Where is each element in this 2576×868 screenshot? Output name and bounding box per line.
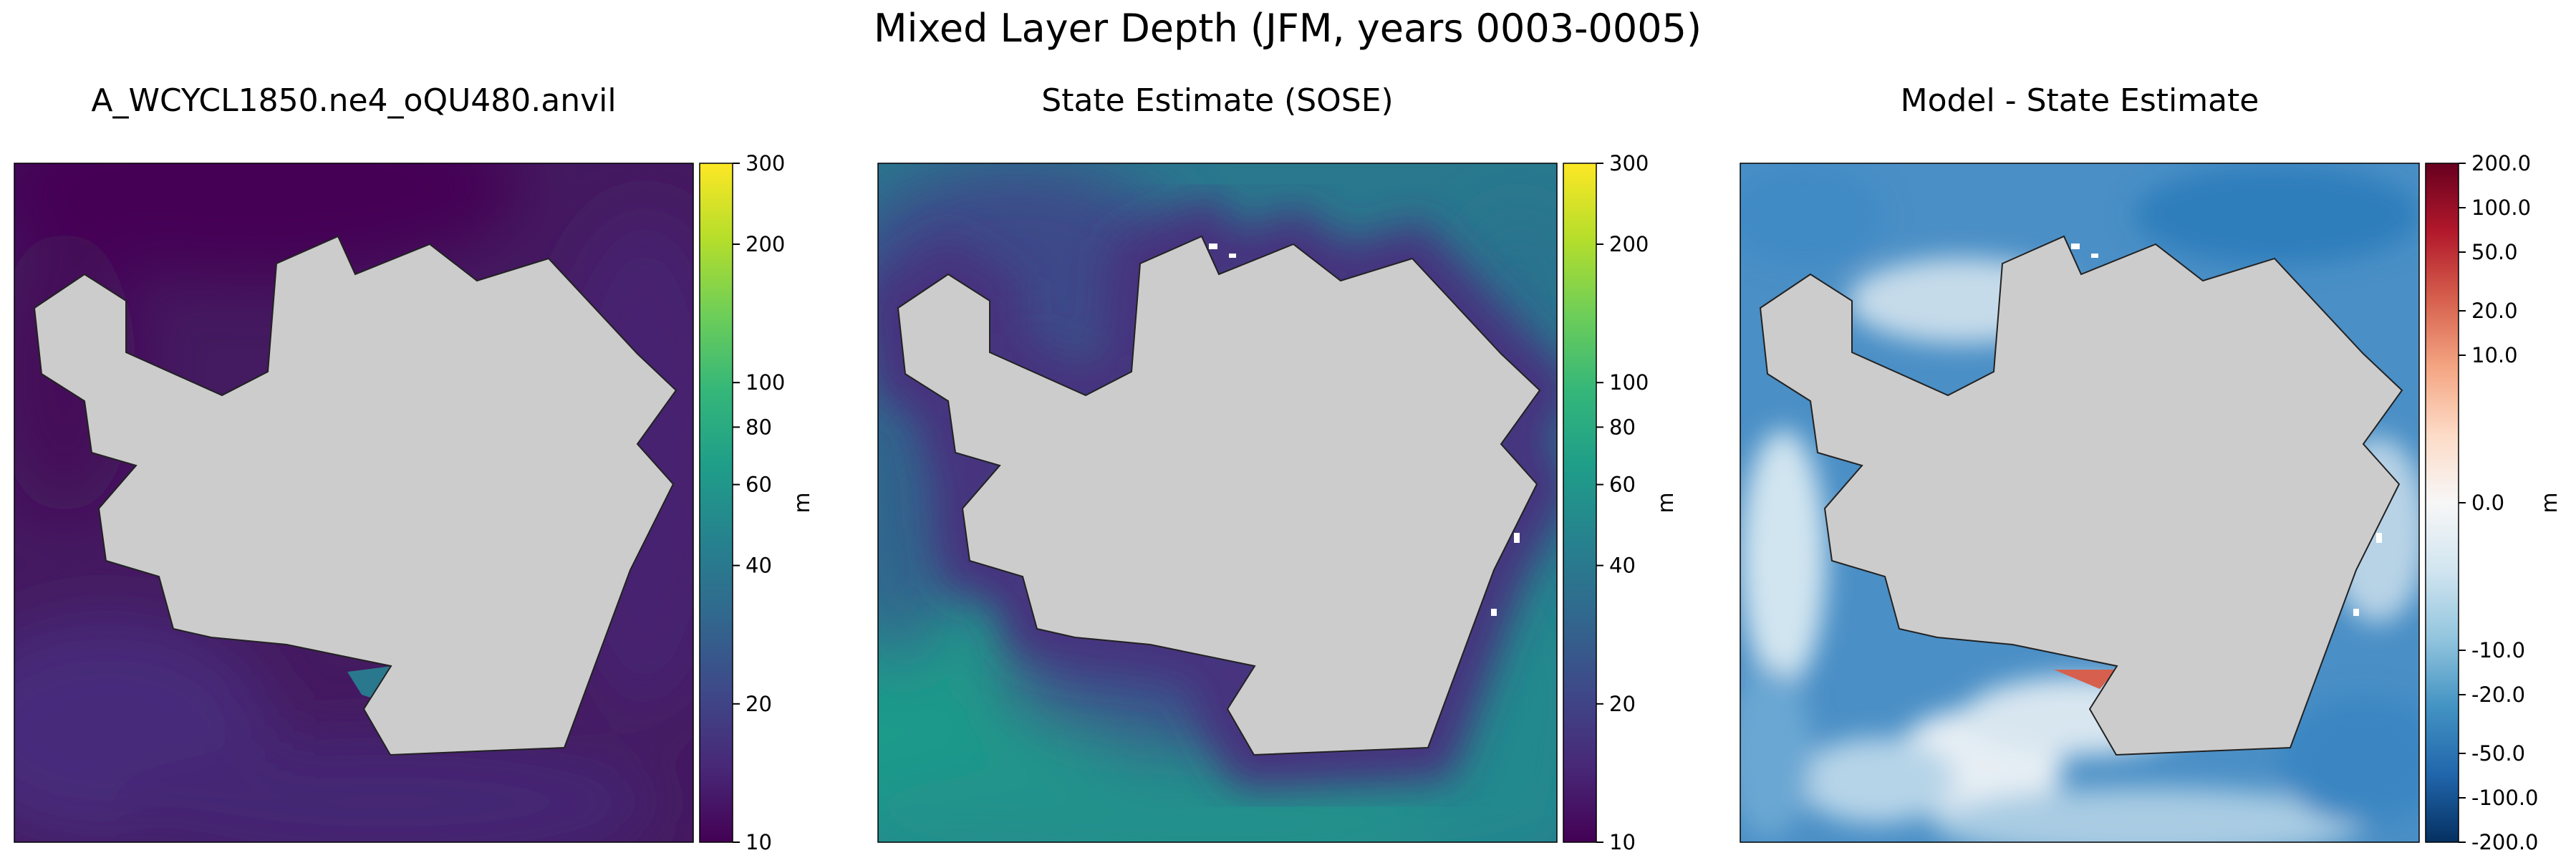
panel-model-title: A_WCYCL1850.ne4_oQU480.anvil: [91, 82, 616, 119]
colorbar-tick-label: 200.0: [2471, 151, 2531, 175]
colorbar-tick-label: 20: [1609, 692, 1636, 716]
panel-diff-map: [1740, 163, 2419, 842]
colorbar-tick-label: 10: [746, 830, 772, 854]
panel-diff-positive-anomaly: [2054, 670, 2116, 689]
colorbar-diff-ticks: 200.0 100.0 50.0 20.0 10.0 0.0 -10.0 -20.0 -50.0…: [2459, 151, 2539, 854]
panel-diff: Model - State Estimate: [1740, 82, 2562, 854]
panel-diff-missing-data: [2071, 243, 2382, 616]
colorbar-tick-label: -100.0: [2471, 786, 2539, 810]
colorbar-tick-label: 300: [1609, 151, 1649, 175]
colorbar-sose-label: m: [1654, 492, 1679, 513]
colorbar-tick-label: 20.0: [2471, 299, 2518, 323]
colorbar-diff: 200.0 100.0 50.0 20.0 10.0 0.0 -10.0 -20.0 -50.0…: [2425, 151, 2562, 854]
colorbar-tick-label: 100: [1609, 370, 1649, 395]
colorbar-model: 10 20 40 60 80 100 200 300 m: [699, 151, 815, 854]
colorbar-tick-label: 20: [746, 692, 772, 716]
colorbar-tick-label: 40: [746, 554, 772, 578]
panel-diff-land: [1759, 235, 2403, 756]
colorbar-model-label: m: [790, 492, 815, 513]
colorbar-tick-label: 0.0: [2471, 491, 2504, 515]
colorbar-sose-ticks: 10 20 40 60 80 100 200 300: [1596, 151, 1649, 854]
colorbar-diff-label: m: [2537, 492, 2562, 513]
panel-sose-title: State Estimate (SOSE): [1041, 82, 1393, 119]
panel-sose-frame: [877, 163, 1558, 843]
colorbar-tick-label: 50.0: [2471, 240, 2518, 264]
panel-model-frame: [14, 163, 694, 843]
panel-diff-title: Model - State Estimate: [1901, 82, 2259, 119]
colorbar-tick-label: 300: [746, 151, 785, 175]
colorbar-tick-label: 60: [746, 473, 772, 497]
colorbar-tick-label: 10.0: [2471, 343, 2518, 367]
panel-sose-land: [897, 235, 1541, 756]
panel-sose: State Estimate (SOSE): [877, 82, 1679, 854]
colorbar-tick-label: 200: [746, 232, 785, 256]
panel-diff-frame: [1740, 163, 2420, 843]
panel-model-land: [33, 235, 677, 756]
colorbar-tick-label: 200: [1609, 232, 1649, 256]
colorbar-tick-label: -10.0: [2471, 638, 2525, 662]
colorbar-tick-label: 100: [746, 370, 785, 395]
colorbar-tick-label: -50.0: [2471, 741, 2525, 766]
colorbar-tick-label: 40: [1609, 554, 1636, 578]
figure-title: Mixed Layer Depth (JFM, years 0003-0005): [874, 6, 1702, 51]
panel-sose-map: [878, 163, 1557, 842]
colorbar-model-gradient: [699, 163, 733, 843]
colorbar-sose-gradient: [1563, 163, 1597, 843]
colorbar-tick-label: 80: [1609, 415, 1636, 439]
panel-model: A_WCYCL1850.ne4_oQU480.anvil 10204060801…: [14, 82, 815, 854]
colorbar-sose: 10 20 40 60 80 100 200 300 m: [1563, 151, 1679, 854]
panel-model-map: [14, 163, 693, 842]
colorbar-model-ticks: 10 20 40 60 80 100 200 300: [733, 151, 785, 854]
panel-sose-missing-data: [1209, 243, 1520, 616]
colorbar-tick-label: 10: [1609, 830, 1636, 854]
panel-diff-texture: [1740, 165, 2419, 842]
colorbar-diff-gradient: [2425, 163, 2459, 843]
colorbar-tick-label: 100.0: [2471, 196, 2531, 220]
colorbar-tick-label: -200.0: [2471, 830, 2539, 854]
colorbar-tick-label: -20.0: [2471, 683, 2525, 707]
colorbar-tick-label: 80: [746, 415, 772, 439]
colorbar-tick-label: 60: [1609, 473, 1636, 497]
